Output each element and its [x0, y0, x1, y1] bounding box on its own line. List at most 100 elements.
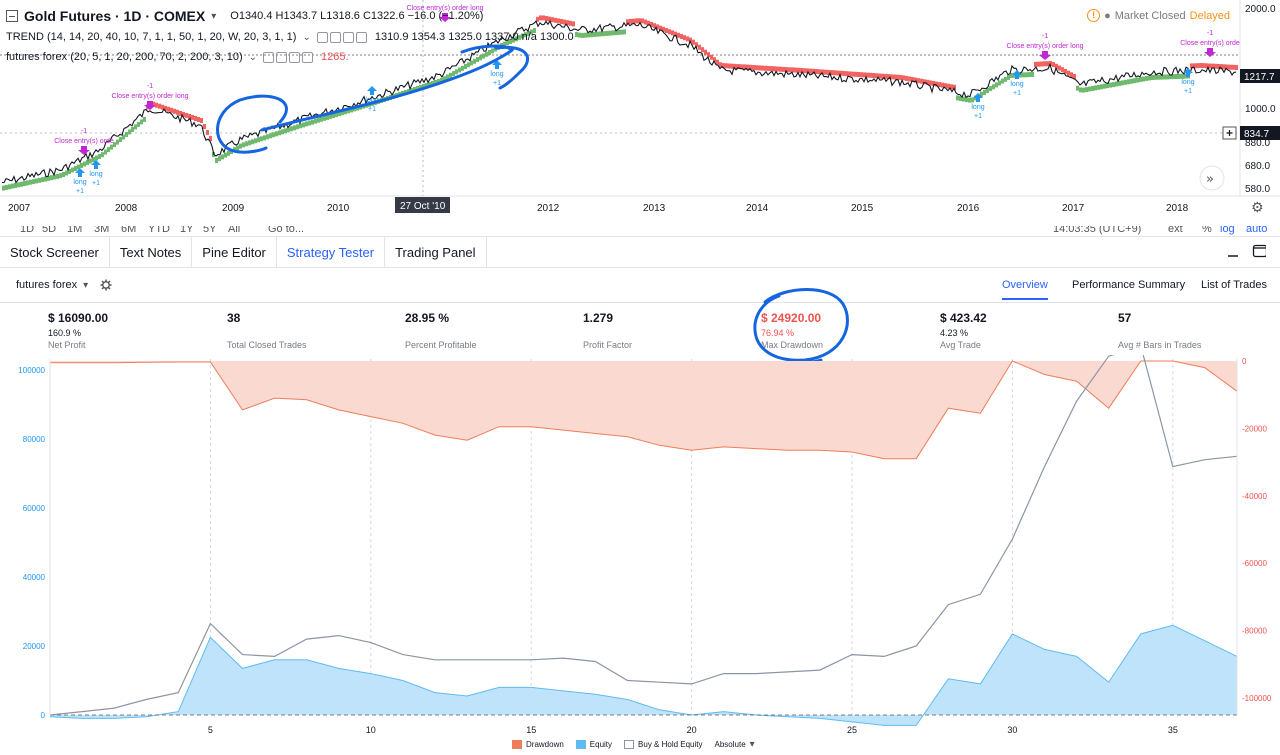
scale-log-toggle[interactable]: log	[1220, 226, 1235, 235]
close-icon[interactable]	[355, 31, 367, 43]
trend-band-segment	[20, 181, 23, 187]
range-1d[interactable]: 1D	[20, 226, 35, 235]
tab-performance-summary[interactable]: Performance Summary	[1072, 279, 1186, 291]
chevron-down-icon[interactable]: ▾	[83, 279, 89, 291]
range-6m[interactable]: 6M	[121, 226, 137, 235]
trend-band-segment	[1133, 78, 1136, 84]
trend-band-segment	[1172, 74, 1175, 80]
trade-minus-one-label: -1	[442, 0, 448, 2]
trend-band-segment	[275, 131, 278, 137]
range-5d[interactable]: 5D	[42, 226, 57, 235]
trend-band-segment	[1091, 86, 1094, 91]
price-chart-pane[interactable]: 2000.0 1000.0 880.0 680.0 580.0 1217.7 834.7 » ⚙…	[0, 0, 1280, 218]
trend-band-segment	[308, 120, 311, 126]
legend-mode-select[interactable]: Absolute ▾	[715, 739, 755, 750]
scroll-to-realtime-button[interactable]	[1199, 165, 1225, 191]
scale-auto-toggle[interactable]: auto	[1246, 226, 1268, 235]
chevron-down-icon[interactable]: ⌄	[302, 31, 311, 43]
trend-band-segment	[1139, 77, 1142, 82]
range-5y[interactable]: 5Y	[203, 226, 217, 235]
trend-band-segment	[1112, 82, 1115, 88]
trend-band-segment	[1166, 74, 1169, 80]
price-chart-canvas[interactable]: 2000.0 1000.0 880.0 680.0 580.0 1217.7 834.7 » ⚙…	[0, 0, 1280, 218]
trend-band-segment	[659, 25, 662, 31]
trend-band-segment	[968, 97, 971, 103]
trend-band-segment	[125, 132, 128, 137]
chevron-down-icon[interactable]: ▾	[211, 10, 217, 22]
legend-buy-hold[interactable]: Buy & Hold Equity	[624, 740, 703, 749]
left-axis-label: 20000	[23, 642, 46, 651]
year-label: 2007	[8, 203, 31, 214]
close-icon[interactable]	[302, 51, 314, 63]
trend-band-segment	[998, 80, 1001, 86]
scale-percent-toggle[interactable]: %	[1202, 226, 1212, 235]
trend-band-segment	[854, 71, 857, 77]
collapse-icon[interactable]	[6, 10, 18, 22]
tab-text-notes[interactable]: Text Notes	[110, 237, 193, 268]
maximize-panel-icon[interactable]	[1252, 244, 1266, 258]
range-1m[interactable]: 1M	[67, 226, 83, 235]
tab-strategy-tester[interactable]: Strategy Tester	[277, 237, 386, 268]
legend-drawdown[interactable]: Drawdown	[512, 740, 564, 749]
drawdown-area	[50, 361, 1237, 459]
scale-ext-toggle[interactable]: ext	[1168, 226, 1183, 235]
close-entry-arrow-icon	[144, 101, 156, 110]
legend-equity[interactable]: Equity	[575, 740, 612, 749]
trend-band-segment	[746, 64, 749, 70]
clock-time[interactable]: 14:03:35 (UTC+9)	[1053, 226, 1142, 235]
trend-band-segment	[458, 67, 461, 73]
tab-list-of-trades[interactable]: List of Trades	[1201, 279, 1268, 291]
market-status[interactable]: ! ● Market Closed Delayed	[1087, 9, 1230, 22]
settings-icon[interactable]	[329, 31, 341, 43]
gear-icon[interactable]: ⚙	[1251, 200, 1264, 216]
tab-stock-screener[interactable]: Stock Screener	[0, 237, 110, 268]
range-all[interactable]: All	[228, 226, 241, 235]
tab-pine-editor[interactable]: Pine Editor	[192, 237, 277, 268]
goto-button[interactable]: Go to...	[268, 226, 305, 235]
trend-band-segment	[656, 24, 659, 30]
strategy-indicator-label[interactable]: futures forex (20, 5, 1, 20, 200, 70, 2,…	[6, 51, 243, 63]
tab-trading-panel[interactable]: Trading Panel	[385, 237, 487, 268]
trend-band-segment	[452, 71, 455, 76]
metric-sub-value: 76.94 %	[761, 328, 795, 338]
trend-band-segment	[701, 47, 704, 53]
left-axis-label: 60000	[23, 504, 46, 513]
trend-band-segment	[749, 64, 752, 70]
trend-band-segment	[1124, 79, 1127, 85]
trade-minus-one-label: -1	[81, 128, 87, 135]
chevron-down-icon[interactable]: ⌄	[248, 51, 258, 63]
source-icon[interactable]	[342, 31, 354, 43]
trend-band-segment	[170, 107, 173, 113]
trend-band-segment	[890, 74, 893, 80]
trend-band-segment	[926, 79, 929, 85]
trend-band-segment	[569, 20, 572, 26]
eye-icon[interactable]	[316, 31, 328, 43]
eye-icon[interactable]	[263, 51, 275, 63]
long-entry-label: long	[1010, 81, 1023, 88]
tab-overview[interactable]: Overview	[1002, 279, 1048, 300]
trend-band-segment	[971, 97, 974, 103]
trend-band-segment	[866, 72, 869, 78]
trend-band-segment	[41, 177, 44, 183]
range-ytd[interactable]: YTD	[148, 226, 170, 235]
trend-band-segment	[932, 80, 935, 86]
symbol-title[interactable]: Gold Futures · 1D · COMEX	[24, 8, 206, 24]
trend-band-segment	[899, 74, 902, 80]
trend-indicator-label[interactable]: TREND (14, 14, 20, 40, 10, 7, 1, 1, 50, …	[6, 31, 297, 43]
source-icon[interactable]	[289, 51, 301, 63]
range-3m[interactable]: 3M	[94, 226, 110, 235]
last-price-badge	[1240, 69, 1280, 83]
settings-icon[interactable]	[276, 51, 288, 63]
trend-band-segment	[1103, 83, 1106, 89]
right-axis-label: 0	[1242, 357, 1247, 366]
trend-band-segment	[239, 143, 242, 149]
long-entry-arrow-icon	[367, 86, 377, 95]
minimize-panel-icon[interactable]	[1226, 244, 1240, 258]
metric-net-profit: $ 16090.00 160.9 % Net Profit	[48, 311, 108, 350]
equity-chart[interactable]: 5 10 15 20 25 30 35 100000 80000 60000 40000 20000 0…	[0, 355, 1280, 739]
strategy-selector[interactable]: futures forex ▾	[16, 279, 112, 291]
trend-band-segment	[1070, 72, 1073, 78]
range-1y[interactable]: 1Y	[180, 226, 194, 235]
price-axis-bg	[1240, 0, 1280, 218]
gear-icon[interactable]	[100, 279, 112, 291]
